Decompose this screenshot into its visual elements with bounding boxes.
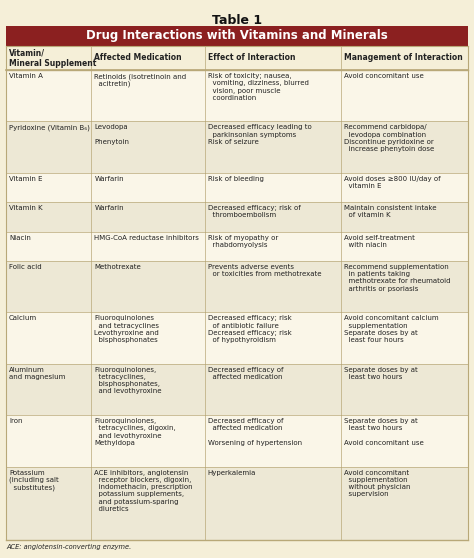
Text: Drug Interactions with Vitamins and Minerals: Drug Interactions with Vitamins and Mine…: [86, 30, 388, 42]
Bar: [6, 202, 468, 232]
Text: Fluoroquinolones,
  tetracyclines,
  bisphosphonates,
  and levothyroxine: Fluoroquinolones, tetracyclines, bisphos…: [94, 367, 162, 395]
Text: Maintain consistent intake
  of vitamin K: Maintain consistent intake of vitamin K: [344, 205, 437, 218]
Bar: [6, 415, 468, 466]
Text: Prevents adverse events
  or toxicities from methotrexate: Prevents adverse events or toxicities fr…: [208, 264, 321, 277]
Text: Risk of toxicity; nausea,
  vomiting, dizziness, blurred
  vision, poor muscle
 : Risk of toxicity; nausea, vomiting, dizz…: [208, 73, 309, 101]
Text: Fluoroquinolones
  and tetracyclines
Levothyroxine and
  bisphosphonates: Fluoroquinolones and tetracyclines Levot…: [94, 315, 159, 343]
Text: Decreased efficacy of
  affected medication

Worsening of hypertension: Decreased efficacy of affected medicatio…: [208, 418, 302, 446]
Text: Vitamin A: Vitamin A: [9, 73, 43, 79]
Text: Separate doses by at
  least two hours: Separate doses by at least two hours: [344, 367, 418, 380]
Text: Recommend carbidopa/
  levodopa combination
Discontinue pyridoxine or
  increase: Recommend carbidopa/ levodopa combinatio…: [344, 124, 434, 152]
Text: Decreased efficacy leading to
  parkinsonian symptoms
Risk of seizure: Decreased efficacy leading to parkinsoni…: [208, 124, 311, 145]
Text: Niacin: Niacin: [9, 234, 31, 240]
Text: Decreased efficacy; risk of
  thromboembolism: Decreased efficacy; risk of thromboembol…: [208, 205, 301, 218]
Bar: [6, 312, 468, 364]
Text: Avoid doses ≥800 IU/day of
  vitamin E: Avoid doses ≥800 IU/day of vitamin E: [344, 176, 440, 189]
Text: Avoid concomitant use: Avoid concomitant use: [344, 73, 424, 79]
Text: Levodopa

Phenytoin: Levodopa Phenytoin: [94, 124, 129, 145]
Text: Recommend supplementation
  in patients taking
  methotrexate for rheumatoid
  a: Recommend supplementation in patients ta…: [344, 264, 450, 292]
Bar: [6, 173, 468, 202]
Text: Management of Interaction: Management of Interaction: [344, 54, 463, 62]
Bar: [6, 122, 468, 173]
Text: Fluoroquinolones,
  tetracyclines, digoxin,
  and levothyroxine
Methyldopa: Fluoroquinolones, tetracyclines, digoxin…: [94, 418, 176, 446]
Text: Effect of Interaction: Effect of Interaction: [208, 54, 295, 62]
Text: Pyridoxine (Vitamin B₆): Pyridoxine (Vitamin B₆): [9, 124, 90, 131]
Text: Retinoids (isotretinoin and
  acitretin): Retinoids (isotretinoin and acitretin): [94, 73, 187, 87]
Text: Affected Medication: Affected Medication: [94, 54, 182, 62]
Text: Warfarin: Warfarin: [94, 205, 124, 211]
Text: Vitamin/
Mineral Supplement: Vitamin/ Mineral Supplement: [9, 49, 96, 68]
Text: Vitamin K: Vitamin K: [9, 205, 43, 211]
Text: Avoid concomitant calcium
  supplementation
Separate doses by at
  least four ho: Avoid concomitant calcium supplementatio…: [344, 315, 438, 343]
Text: Aluminum
and magnesium: Aluminum and magnesium: [9, 367, 65, 380]
Text: Table 1: Table 1: [212, 14, 262, 27]
Text: Potassium
(including salt
  substitutes): Potassium (including salt substitutes): [9, 470, 59, 491]
Text: Separate doses by at
  least two hours

Avoid concomitant use: Separate doses by at least two hours Avo…: [344, 418, 424, 446]
Text: Warfarin: Warfarin: [94, 176, 124, 182]
Text: Avoid concomitant
  supplementation
  without physician
  supervision: Avoid concomitant supplementation withou…: [344, 470, 410, 497]
Text: Methotrexate: Methotrexate: [94, 264, 141, 270]
Text: Decreased efficacy; risk
  of antibiotic failure
Decreased efficacy; risk
  of h: Decreased efficacy; risk of antibiotic f…: [208, 315, 292, 343]
Bar: [6, 26, 468, 46]
Text: ACE inhibitors, angiotensin
  receptor blockers, digoxin,
  indomethacin, prescr: ACE inhibitors, angiotensin receptor blo…: [94, 470, 193, 512]
Text: Risk of bleeding: Risk of bleeding: [208, 176, 264, 182]
Bar: [6, 466, 468, 540]
Bar: [6, 261, 468, 312]
Text: Calcium: Calcium: [9, 315, 37, 321]
Text: ACE: angiotensin-converting enzyme.: ACE: angiotensin-converting enzyme.: [6, 544, 131, 550]
Bar: [6, 364, 468, 415]
Text: Folic acid: Folic acid: [9, 264, 42, 270]
Text: Vitamin E: Vitamin E: [9, 176, 43, 182]
Text: Hyperkalemia: Hyperkalemia: [208, 470, 256, 475]
Text: Iron: Iron: [9, 418, 22, 424]
Text: Avoid self-treatment
  with niacin: Avoid self-treatment with niacin: [344, 234, 415, 248]
Text: Risk of myopathy or
  rhabdomyolysis: Risk of myopathy or rhabdomyolysis: [208, 234, 278, 248]
Bar: [6, 70, 468, 122]
Text: HMG-CoA reductase inhibitors: HMG-CoA reductase inhibitors: [94, 234, 200, 240]
Bar: [6, 46, 468, 70]
Text: Decreased efficacy of
  affected medication: Decreased efficacy of affected medicatio…: [208, 367, 283, 380]
Bar: [6, 232, 468, 261]
